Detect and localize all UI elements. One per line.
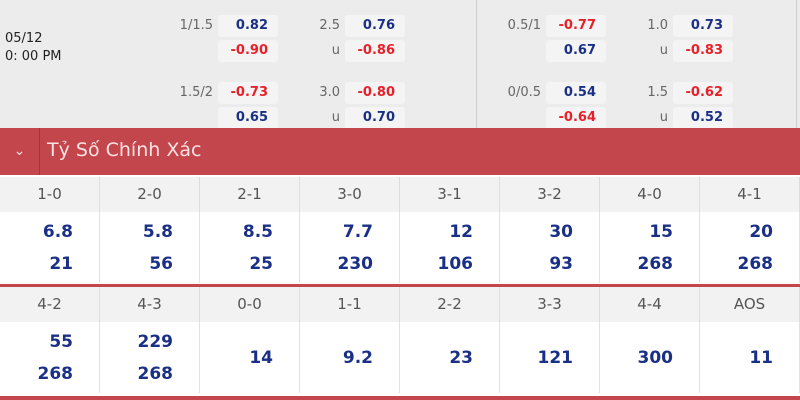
divider	[0, 284, 800, 287]
score-odds-cell: 30 93	[500, 212, 600, 283]
match-date: 05/12	[5, 31, 43, 46]
score-odds-value[interactable]: 12	[449, 221, 473, 242]
score-odds-value[interactable]: 9.2	[342, 347, 373, 368]
score-odds-value[interactable]: 11	[749, 347, 773, 368]
odds-over[interactable]: 0.76	[345, 15, 405, 37]
score-odds-cell: 5.8 56	[100, 212, 200, 283]
score-odds-value[interactable]: 5.8	[142, 221, 173, 242]
odds-away[interactable]: 0.67	[546, 40, 606, 62]
chevron-down-icon[interactable]: ⌄	[0, 128, 40, 175]
handicap-line: 0.5/1	[507, 18, 541, 33]
odds-home[interactable]: 0.54	[546, 82, 606, 104]
under-label: u	[659, 110, 668, 125]
score-grid-row1: 1-0 2-0 2-1 3-0 3-1 3-2 4-0 4-1 6.8 21 5.8 56 8.5 25 7…	[0, 177, 800, 283]
match-datetime: 05/12 0: 00 PM	[5, 30, 62, 66]
score-odds-cell: 9.2	[300, 322, 400, 393]
section-header-correct-score[interactable]: ⌄ Tỷ Số Chính Xác	[0, 128, 800, 175]
odds-away[interactable]: 0.65	[218, 107, 278, 129]
score-odds-value[interactable]: 56	[149, 253, 173, 274]
score-label: 4-3	[100, 287, 200, 322]
score-odds-cell: 20 268	[700, 212, 800, 283]
score-odds-cell: 14	[200, 322, 300, 393]
odds-away[interactable]: -0.90	[218, 40, 278, 62]
odds-under[interactable]: 0.70	[345, 107, 405, 129]
score-odds-cell: 229 268	[100, 322, 200, 393]
score-odds-value[interactable]: 55	[49, 331, 73, 352]
score-label: 2-2	[400, 287, 500, 322]
odds-home[interactable]: -0.73	[218, 82, 278, 104]
score-odds-value[interactable]: 14	[249, 347, 273, 368]
score-odds-value[interactable]: 268	[737, 253, 774, 274]
score-label: 2-1	[200, 177, 300, 212]
score-label: 1-1	[300, 287, 400, 322]
score-odds-cell: 7.7 230	[300, 212, 400, 283]
score-odds-value[interactable]: 25	[249, 253, 273, 274]
score-odds-value[interactable]: 6.8	[42, 221, 73, 242]
score-label: 3-2	[500, 177, 600, 212]
score-odds-value[interactable]: 7.7	[342, 221, 373, 242]
score-label: 1-0	[0, 177, 100, 212]
score-odds-value[interactable]: 20	[749, 221, 773, 242]
score-odds-value[interactable]: 8.5	[242, 221, 273, 242]
odds-over[interactable]: -0.80	[345, 82, 405, 104]
odds-away[interactable]: -0.64	[546, 107, 606, 129]
score-odds-value[interactable]: 230	[337, 253, 374, 274]
score-odds-cell: 300	[600, 322, 700, 393]
under-label: u	[331, 43, 340, 58]
score-label: 4-4	[600, 287, 700, 322]
score-odds-value[interactable]: 21	[49, 253, 73, 274]
section-title: Tỷ Số Chính Xác	[47, 139, 202, 161]
match-time: 0: 00 PM	[5, 49, 62, 64]
handicap-line: 0/0.5	[507, 85, 541, 100]
score-odds-value[interactable]: 121	[537, 347, 574, 368]
score-odds-value[interactable]: 15	[649, 221, 673, 242]
total-line: 1.5	[647, 85, 668, 100]
score-label: 2-0	[100, 177, 200, 212]
score-label: 4-1	[700, 177, 800, 212]
odds-home[interactable]: -0.77	[546, 15, 606, 37]
divider	[796, 0, 797, 128]
divider	[476, 0, 477, 128]
score-odds-value[interactable]: 93	[549, 253, 573, 274]
under-label: u	[659, 43, 668, 58]
handicap-line: 1/1.5	[179, 18, 213, 33]
score-odds-value[interactable]: 30	[549, 221, 573, 242]
divider	[0, 396, 800, 400]
score-odds-cell: 6.8 21	[0, 212, 100, 283]
odds-under[interactable]: 0.52	[673, 107, 733, 129]
odds-home[interactable]: 0.82	[218, 15, 278, 37]
handicap-line: 1.5/2	[179, 85, 213, 100]
score-odds-value[interactable]: 268	[637, 253, 674, 274]
score-odds-cell: 12 106	[400, 212, 500, 283]
score-grid-row2: 4-2 4-3 0-0 1-1 2-2 3-3 4-4 AOS 55 268 229 268 14 9.2…	[0, 287, 800, 393]
score-odds-value[interactable]: 23	[449, 347, 473, 368]
score-odds-value[interactable]: 268	[137, 363, 174, 384]
odds-over[interactable]: -0.62	[673, 82, 733, 104]
score-label: 0-0	[200, 287, 300, 322]
under-label: u	[331, 110, 340, 125]
score-odds-cell: 8.5 25	[200, 212, 300, 283]
score-odds-value[interactable]: 268	[37, 363, 74, 384]
score-label: 3-1	[400, 177, 500, 212]
score-odds-cell: 55 268	[0, 322, 100, 393]
odds-under[interactable]: -0.83	[673, 40, 733, 62]
total-line: 1.0	[647, 18, 668, 33]
score-odds-value[interactable]: 300	[637, 347, 674, 368]
score-label: AOS	[700, 287, 800, 322]
score-odds-cell: 15 268	[600, 212, 700, 283]
odds-under[interactable]: -0.86	[345, 40, 405, 62]
total-line: 2.5	[319, 18, 340, 33]
score-odds-value[interactable]: 229	[137, 331, 174, 352]
score-label: 3-0	[300, 177, 400, 212]
score-odds-value[interactable]: 106	[437, 253, 474, 274]
score-odds-cell: 11	[700, 322, 800, 393]
score-odds-cell: 23	[400, 322, 500, 393]
score-label: 4-2	[0, 287, 100, 322]
odds-panel: 05/12 0: 00 PM 1/1.5 0.82 -0.90 2.5 0.76 u -0.…	[0, 0, 800, 129]
score-label: 3-3	[500, 287, 600, 322]
score-label: 4-0	[600, 177, 700, 212]
total-line: 3.0	[319, 85, 340, 100]
score-odds-cell: 121	[500, 322, 600, 393]
odds-over[interactable]: 0.73	[673, 15, 733, 37]
